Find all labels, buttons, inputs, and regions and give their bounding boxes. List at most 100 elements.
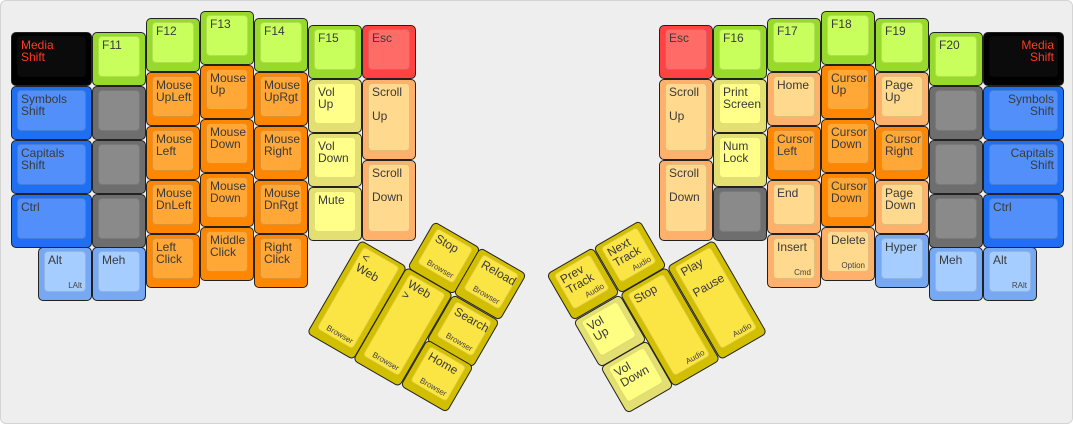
- key-sub-legend: RAlt: [1011, 281, 1027, 290]
- left-key-scroll-up[interactable]: Scroll Up: [362, 79, 416, 160]
- right-key-f17[interactable]: F17: [767, 18, 821, 72]
- key-legend: Mouse DnLeft: [156, 186, 193, 212]
- right-key-blank[interactable]: [929, 194, 983, 248]
- key-sub-legend: Browser: [471, 283, 502, 307]
- right-key-capitals-shift[interactable]: Capitals Shift: [983, 140, 1064, 194]
- key-legend: F16: [723, 31, 744, 45]
- left-key-mouse-uprgt[interactable]: Mouse UpRgt: [254, 72, 308, 126]
- left-key-capitals-shift[interactable]: Capitals Shift: [11, 140, 92, 194]
- left-key-mouse-down[interactable]: Mouse Down: [200, 119, 254, 173]
- left-key-meh[interactable]: Meh: [92, 247, 146, 301]
- left-key-alt[interactable]: Alt LAlt: [38, 247, 92, 301]
- right-key-page-down[interactable]: Page Down: [875, 180, 929, 234]
- key-legend: Scroll Down: [669, 166, 700, 204]
- keycap-top: F19: [881, 22, 923, 63]
- left-key-blank[interactable]: [92, 194, 146, 248]
- left-key-f14[interactable]: F14: [254, 18, 308, 72]
- keycap-top: Mouse DnRgt: [260, 184, 302, 225]
- keycap-top: Scroll Down: [665, 164, 707, 232]
- left-key-vol-up[interactable]: Vol Up: [308, 79, 362, 133]
- right-key-f16[interactable]: F16: [713, 25, 767, 79]
- right-key-cursor-up[interactable]: Cursor Up: [821, 65, 875, 119]
- left-key-symbols-shift[interactable]: Symbols Shift: [11, 86, 92, 140]
- left-key-vol-down[interactable]: Vol Down: [308, 133, 362, 187]
- right-key-alt[interactable]: Alt RAlt: [983, 247, 1037, 301]
- left-key-esc[interactable]: Esc: [362, 25, 416, 79]
- right-key-home[interactable]: Home: [767, 72, 821, 126]
- keycap-top: Left Click: [152, 238, 194, 279]
- left-key-f15[interactable]: F15: [308, 25, 362, 79]
- left-key-mouse-right[interactable]: Mouse Right: [254, 126, 308, 180]
- left-key-mute[interactable]: Mute: [308, 187, 362, 241]
- right-key-blank[interactable]: [929, 140, 983, 194]
- key-legend: Alt: [48, 253, 63, 267]
- left-key-mouse-dnleft[interactable]: Mouse DnLeft: [146, 180, 200, 234]
- keycap-top: Alt LAlt: [44, 251, 86, 292]
- right-key-f19[interactable]: F19: [875, 18, 929, 72]
- right-key-end[interactable]: End: [767, 180, 821, 234]
- left-key-mouse-up[interactable]: Mouse Up: [200, 65, 254, 119]
- right-key-print-screen[interactable]: Print Screen: [713, 79, 767, 133]
- right-key-ctrl[interactable]: Ctrl: [983, 194, 1064, 248]
- keycap-top: Cursor Down: [827, 123, 869, 164]
- left-key-blank[interactable]: [92, 86, 146, 140]
- left-key-ctrl[interactable]: Ctrl: [11, 194, 92, 248]
- key-legend: Mouse Down: [210, 125, 247, 151]
- right-key-scroll-up[interactable]: Scroll Up: [659, 79, 713, 160]
- right-key-delete[interactable]: Delete Option: [821, 227, 875, 281]
- left-key-right-click[interactable]: Right Click: [254, 234, 308, 288]
- key-legend: Play Pause: [678, 255, 727, 300]
- key-legend: Esc: [669, 31, 690, 45]
- key-legend: Capitals Shift: [1010, 146, 1054, 172]
- right-key-cursor-down[interactable]: Cursor Down: [821, 119, 875, 173]
- left-key-scroll-down[interactable]: Scroll Down: [362, 160, 416, 241]
- left-key-mouse-upleft[interactable]: Mouse UpLeft: [146, 72, 200, 126]
- key-legend: Cursor Down: [831, 125, 868, 151]
- key-sub-legend: Cmd: [794, 268, 811, 277]
- right-key-scroll-down[interactable]: Scroll Down: [659, 160, 713, 241]
- left-key-blank[interactable]: [92, 140, 146, 194]
- key-legend: Mouse DnRgt: [264, 186, 301, 212]
- keycap-top: Alt RAlt: [989, 251, 1031, 292]
- right-key-hyper[interactable]: Hyper: [875, 234, 929, 288]
- left-key-mouse-left[interactable]: Mouse Left: [146, 126, 200, 180]
- keycap-top: Right Click: [260, 238, 302, 279]
- key-legend: Right Click: [264, 240, 293, 266]
- right-key-insert[interactable]: Insert Cmd: [767, 234, 821, 288]
- keycap-top: Mouse Up: [206, 69, 248, 110]
- right-key-blank[interactable]: [713, 187, 767, 241]
- keycap-top: Vol Down: [314, 137, 356, 178]
- keycap-top: Cursor Up: [827, 69, 869, 110]
- right-key-page-up[interactable]: Page Up: [875, 72, 929, 126]
- right-key-cursor-right[interactable]: Cursor Right: [875, 126, 929, 180]
- right-key-media-shift[interactable]: Media Shift: [983, 32, 1064, 86]
- right-key-blank[interactable]: [929, 86, 983, 140]
- keycap-top: Scroll Up: [368, 83, 410, 151]
- left-key-left-click[interactable]: Left Click: [146, 234, 200, 288]
- keycap-top: Mouse UpLeft: [152, 76, 194, 117]
- right-key-num-lock[interactable]: Num Lock: [713, 133, 767, 187]
- key-legend: Insert: [777, 240, 808, 254]
- left-key-f11[interactable]: F11: [92, 32, 146, 86]
- keycap-top: Print Screen: [719, 83, 761, 124]
- keycap-top: Num Lock: [719, 137, 761, 178]
- left-key-f12[interactable]: F12: [146, 18, 200, 72]
- right-key-f18[interactable]: F18: [821, 11, 875, 65]
- left-key-mouse-dnrgt[interactable]: Mouse DnRgt: [254, 180, 308, 234]
- right-key-meh[interactable]: Meh: [929, 247, 983, 301]
- left-key-f13[interactable]: F13: [200, 11, 254, 65]
- left-key-media-shift[interactable]: Media Shift: [11, 32, 92, 86]
- right-key-symbols-shift[interactable]: Symbols Shift: [983, 86, 1064, 140]
- left-key-mouse-down[interactable]: Mouse Down: [200, 173, 254, 227]
- right-key-cursor-down[interactable]: Cursor Down: [821, 173, 875, 227]
- key-legend: Ctrl: [993, 200, 1012, 214]
- right-key-esc[interactable]: Esc: [659, 25, 713, 79]
- keycap-top: [719, 191, 761, 232]
- keycap-top: Reload Browser: [462, 253, 520, 311]
- right-key-cursor-left[interactable]: Cursor Left: [767, 126, 821, 180]
- right-key-f20[interactable]: F20: [929, 32, 983, 86]
- keycap-top: Symbols Shift: [989, 90, 1058, 131]
- key-legend: Hyper: [885, 240, 918, 254]
- left-key-middle-click[interactable]: Middle Click: [200, 227, 254, 281]
- key-legend: < Web: [353, 249, 382, 285]
